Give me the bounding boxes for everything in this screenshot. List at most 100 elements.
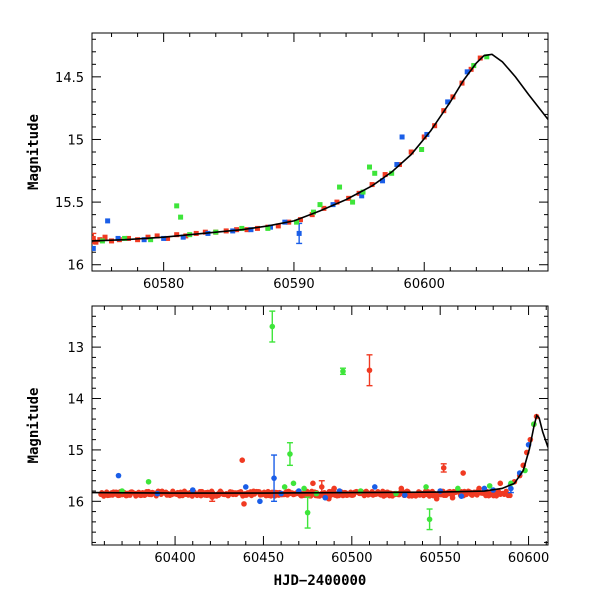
data-point (174, 232, 180, 238)
model-curve (92, 413, 548, 494)
data-point (145, 478, 152, 485)
data-point (423, 484, 429, 490)
y-tick-label: 14.5 (55, 71, 84, 86)
data-point (248, 227, 254, 233)
data-point (372, 170, 378, 176)
data-point (486, 483, 493, 489)
data-point (257, 498, 263, 505)
x-tick-label: 60500 (331, 551, 372, 566)
y-axis-title: Magnitude (26, 114, 42, 190)
data-point (154, 233, 160, 239)
data-point (402, 492, 408, 498)
x-tick-label: 60550 (420, 551, 461, 566)
data-point (180, 234, 186, 240)
data-point (426, 516, 433, 523)
data-point (334, 199, 340, 205)
data-point (304, 509, 311, 516)
data-point (484, 54, 490, 60)
data-point (241, 501, 247, 507)
data-point (408, 149, 414, 155)
data-point (477, 55, 483, 61)
data-point (242, 484, 249, 490)
data-point (317, 202, 323, 208)
y-tick-label: 14 (67, 393, 84, 408)
data-point (92, 235, 96, 241)
y-tick-label: 15 (67, 133, 84, 148)
data-point (366, 367, 373, 374)
data-point (398, 485, 405, 492)
plot-frame (91, 32, 549, 272)
data-point (267, 224, 273, 230)
y-tick-label: 16 (67, 495, 84, 510)
data-point (340, 368, 346, 375)
data-point (389, 170, 395, 176)
data-point (310, 209, 316, 215)
data-point (318, 484, 325, 490)
data-point (148, 237, 154, 243)
data-point (165, 235, 171, 241)
data-point (359, 193, 365, 199)
x-tick-label: 60600 (508, 551, 549, 566)
data-point (145, 234, 151, 240)
data-point (350, 199, 356, 205)
data-point (455, 485, 461, 492)
data-point (460, 470, 466, 476)
data-point (290, 480, 297, 487)
data-point (97, 237, 103, 243)
data-point (301, 485, 307, 492)
data-point (92, 245, 96, 251)
data-point (371, 484, 378, 490)
data-point (437, 488, 443, 494)
band-point (507, 492, 513, 499)
data-point (287, 451, 293, 457)
y-tick-label: 16 (67, 259, 84, 274)
data-point (281, 484, 288, 490)
data-point (105, 218, 111, 224)
data-point (419, 146, 425, 152)
data-point (464, 69, 470, 75)
data-point (115, 235, 121, 241)
data-point (102, 234, 108, 240)
data-point (209, 494, 215, 501)
data-point (189, 487, 196, 493)
x-axis-title: HJD−2400000 (274, 573, 367, 589)
top-panel: 60580 60590 60600 14.5 15 15.5 16 Magnitude (26, 32, 549, 292)
y-tick-label: 15 (67, 444, 84, 459)
data-point (449, 494, 456, 501)
data-point (497, 480, 504, 487)
data-point (369, 182, 375, 188)
x-tick-label: 60600 (404, 277, 445, 292)
x-tick-label: 60590 (273, 277, 314, 292)
data-point (508, 485, 514, 492)
y-tick-label: 15.5 (55, 196, 84, 211)
data-point (265, 225, 271, 231)
data-point (445, 99, 451, 105)
data-point (433, 495, 440, 502)
data-point (481, 485, 488, 492)
data-point (202, 229, 208, 235)
data-point (178, 214, 184, 220)
data-point (183, 233, 189, 239)
data-point (135, 237, 141, 243)
y-axis-title: Magnitude (26, 388, 42, 464)
data-point (360, 189, 366, 195)
data-point (310, 480, 316, 487)
data-point (122, 235, 128, 241)
plot-frame (91, 305, 549, 546)
data-point (421, 134, 427, 140)
data-point (125, 235, 131, 241)
data-point (294, 219, 300, 225)
data-point (458, 493, 465, 499)
data-point (271, 475, 277, 481)
data-point (399, 134, 405, 140)
data-point (331, 485, 337, 492)
data-point (269, 323, 276, 330)
data-point (394, 162, 400, 168)
data-point (174, 203, 180, 209)
data-point (476, 485, 482, 492)
data-point (440, 465, 447, 471)
data-point (275, 223, 281, 229)
data-point (239, 225, 245, 231)
data-point (322, 494, 329, 501)
